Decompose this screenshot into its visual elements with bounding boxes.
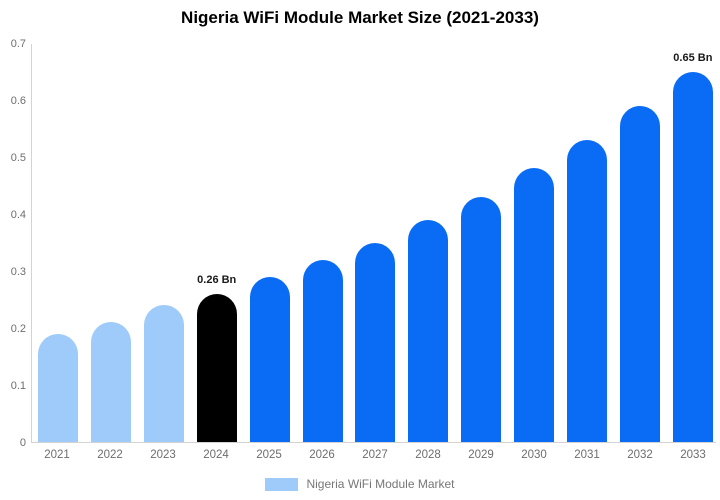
bar-column-2024: 0.26 Bn bbox=[196, 44, 237, 442]
y-tick-label: 0 bbox=[19, 437, 26, 449]
legend[interactable]: Nigeria WiFi Module Market bbox=[0, 477, 720, 491]
bar-value-label-2033: 0.65 Bn bbox=[673, 51, 713, 64]
legend-label: Nigeria WiFi Module Market bbox=[306, 477, 455, 491]
y-tick-label: 0.1 bbox=[10, 380, 26, 392]
x-tick-label-2021: 2021 bbox=[44, 449, 70, 461]
x-axis: 2021 2022 2023 2024 2025 2026 2027 2028 2029 2030… bbox=[31, 449, 716, 461]
bar-2021[interactable] bbox=[38, 333, 78, 442]
bar-2033[interactable] bbox=[672, 71, 713, 442]
x-tick-label-2022: 2022 bbox=[97, 449, 123, 461]
bar-column-2022 bbox=[90, 44, 131, 442]
bar-2032[interactable] bbox=[619, 105, 660, 442]
bar-2028[interactable] bbox=[408, 219, 449, 442]
bar-column-2028 bbox=[408, 44, 449, 442]
bar-2030[interactable] bbox=[514, 168, 555, 442]
x-tick-label-2031: 2031 bbox=[574, 449, 600, 461]
bar-column-2033: 0.65 Bn bbox=[672, 44, 713, 442]
y-tick-label: 0.6 bbox=[10, 95, 26, 107]
bar-2031[interactable] bbox=[567, 139, 608, 442]
bar-2022[interactable] bbox=[90, 322, 131, 442]
bar-column-2025 bbox=[249, 44, 290, 442]
bar-2029[interactable] bbox=[461, 196, 502, 442]
y-tick-label: 0.2 bbox=[10, 323, 26, 335]
bar-2024[interactable] bbox=[196, 293, 237, 442]
bar-column-2026 bbox=[302, 44, 343, 442]
x-tick-label-2033: 2033 bbox=[680, 449, 706, 461]
y-tick-label: 0.3 bbox=[10, 266, 26, 278]
x-tick-label-2028: 2028 bbox=[415, 449, 441, 461]
bar-column-2027 bbox=[355, 44, 396, 442]
plot-area: 0.26 Bn 0.65 Bn bbox=[31, 44, 716, 443]
bar-column-2029 bbox=[461, 44, 502, 442]
bar-value-label-2024: 0.26 Bn bbox=[197, 273, 237, 286]
chart-title: Nigeria WiFi Module Market Size (2021-20… bbox=[181, 8, 539, 27]
bar-column-2031 bbox=[567, 44, 608, 442]
bar-2026[interactable] bbox=[302, 259, 343, 442]
y-axis: 0 0.1 0.2 0.3 0.4 0.5 0.6 0.7 bbox=[0, 0, 26, 470]
x-tick-label-2029: 2029 bbox=[468, 449, 494, 461]
y-tick-label: 0.4 bbox=[10, 209, 26, 221]
x-tick-label-2024: 2024 bbox=[203, 449, 229, 461]
bar-column-2021 bbox=[38, 44, 78, 442]
x-tick-label-2025: 2025 bbox=[256, 449, 282, 461]
x-tick-label-2026: 2026 bbox=[309, 449, 335, 461]
bar-column-2023 bbox=[143, 44, 184, 442]
x-tick-label-2027: 2027 bbox=[362, 449, 388, 461]
bar-column-2032 bbox=[619, 44, 660, 442]
bar-column-2030 bbox=[514, 44, 555, 442]
x-tick-label-2030: 2030 bbox=[521, 449, 547, 461]
legend-swatch bbox=[265, 477, 299, 491]
bar-2027[interactable] bbox=[355, 242, 396, 442]
x-tick-label-2023: 2023 bbox=[150, 449, 176, 461]
y-tick-label: 0.5 bbox=[10, 152, 26, 164]
bar-2023[interactable] bbox=[143, 305, 184, 442]
y-tick-label: 0.7 bbox=[10, 38, 26, 50]
bar-2025[interactable] bbox=[249, 276, 290, 442]
x-tick-label-2032: 2032 bbox=[627, 449, 653, 461]
